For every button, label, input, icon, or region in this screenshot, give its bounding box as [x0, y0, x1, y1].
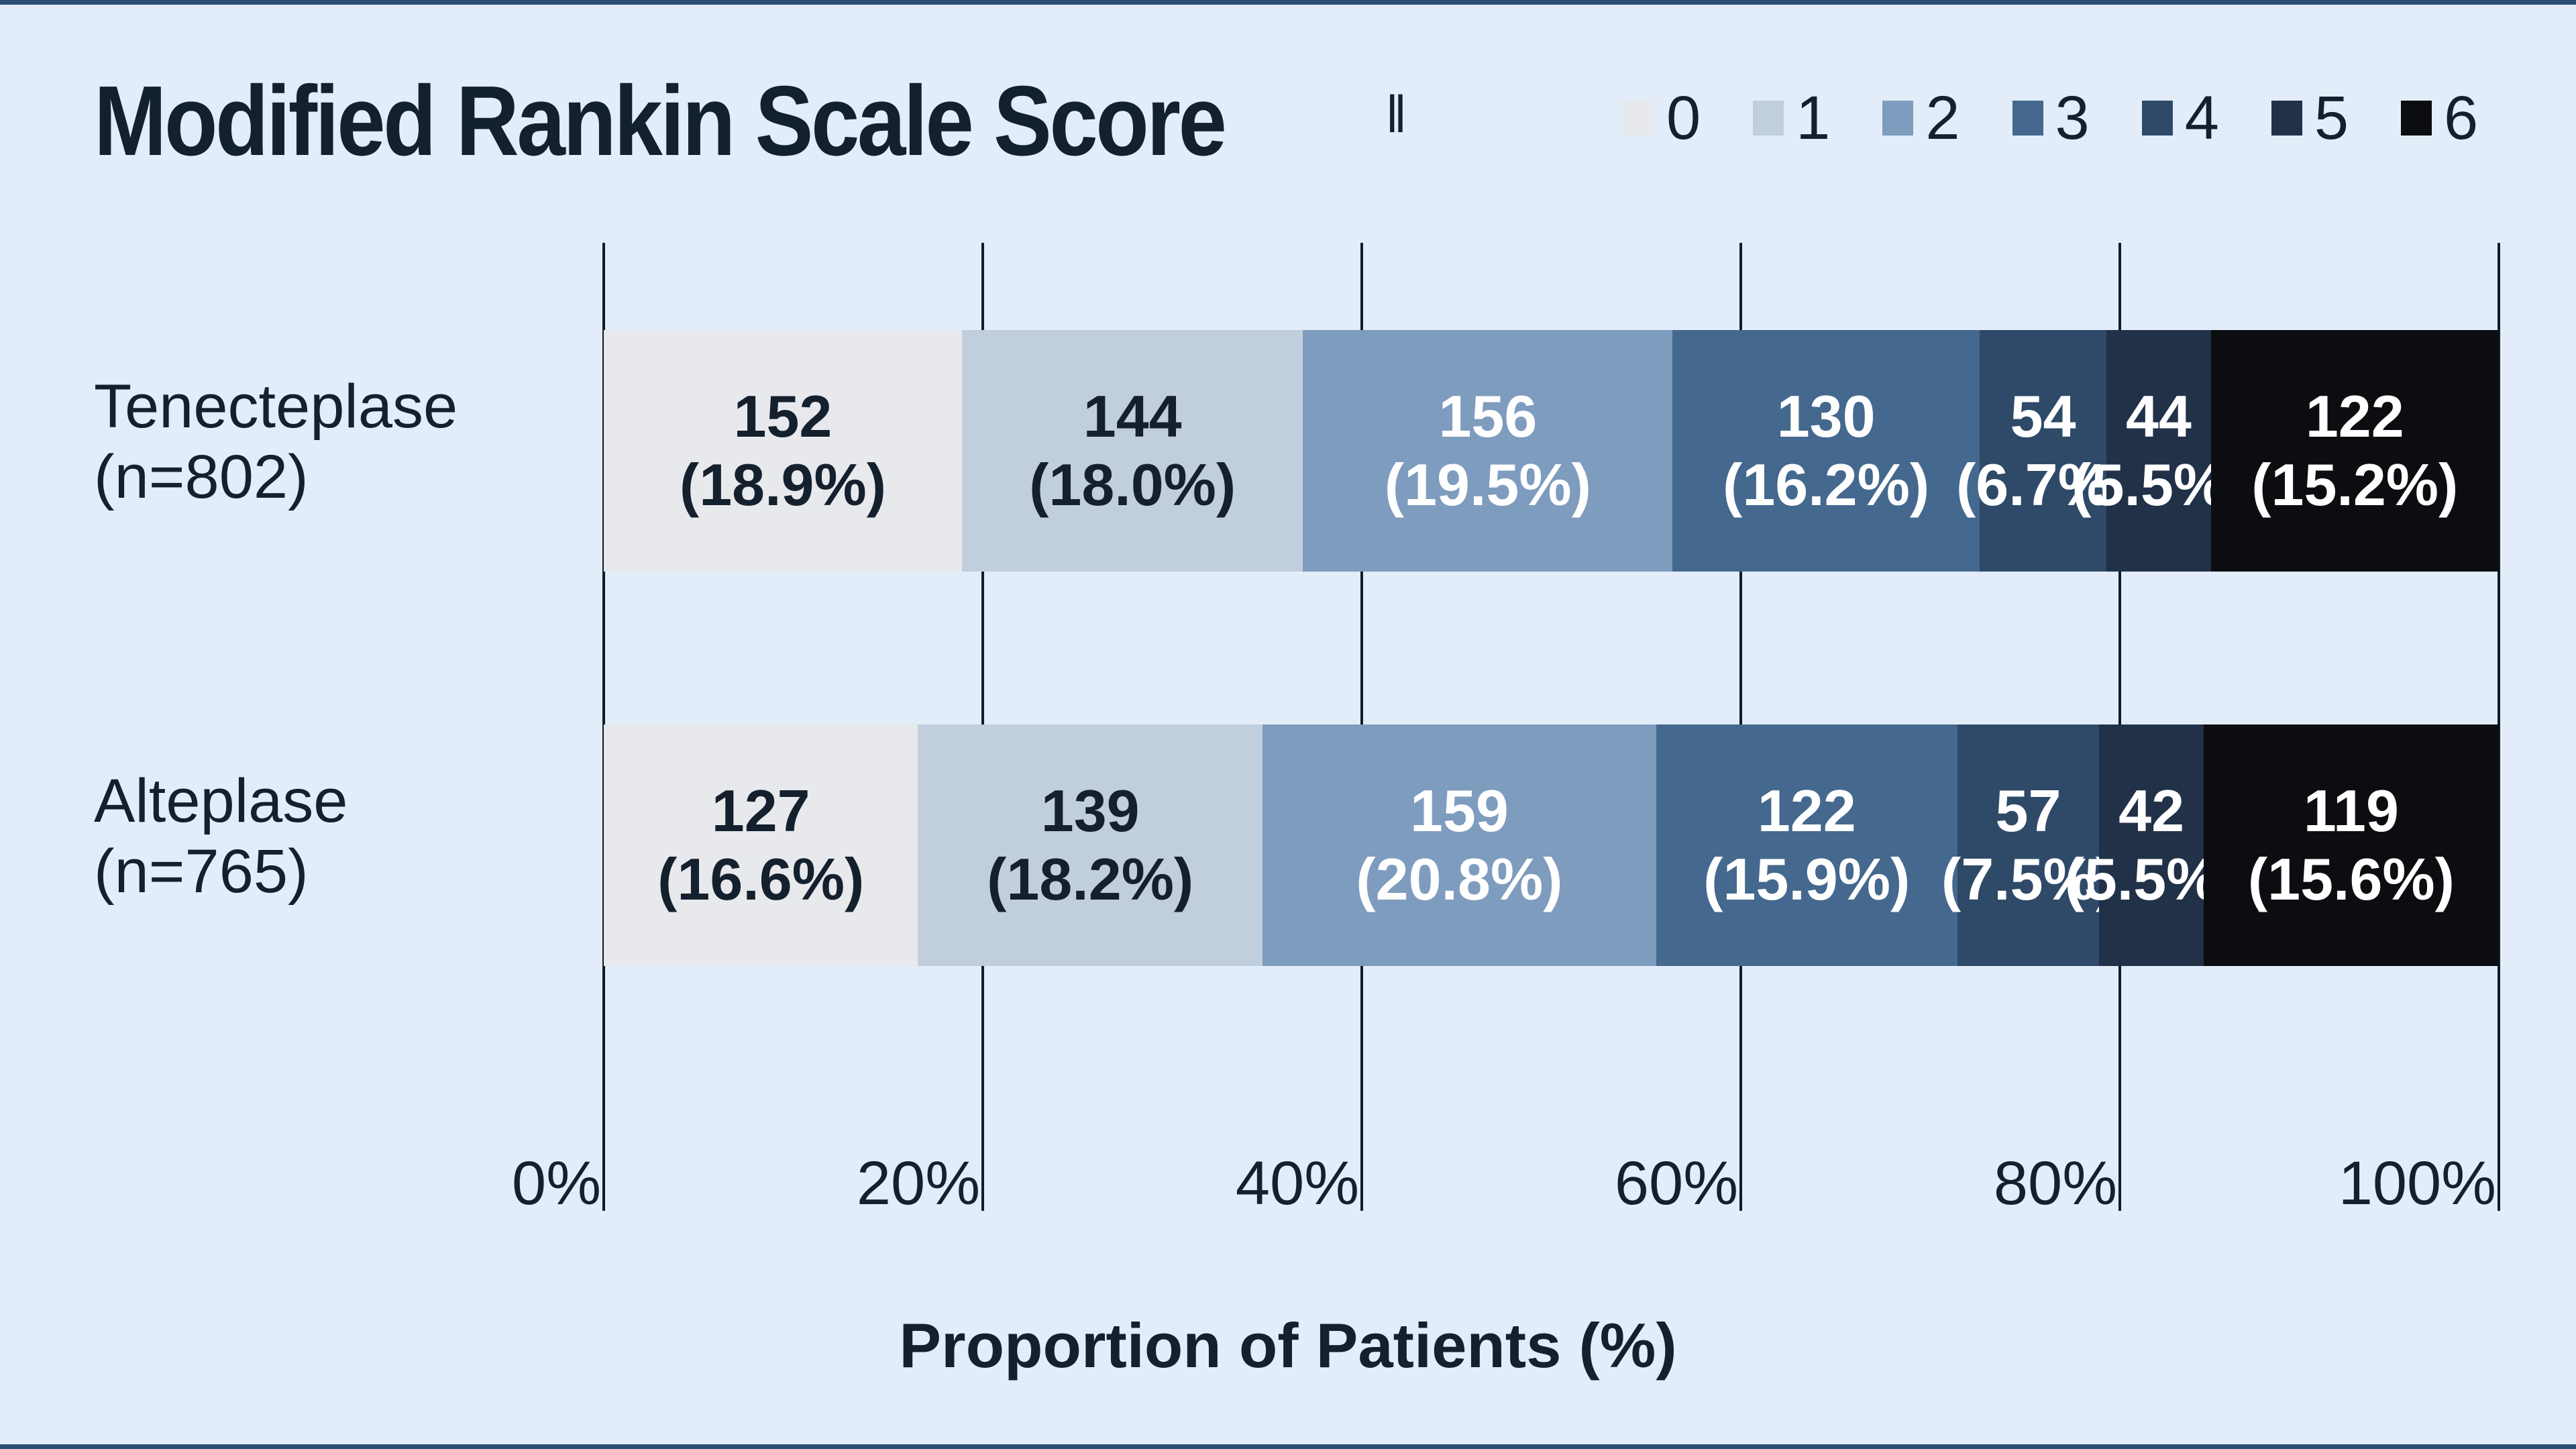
bar-segment-tenecteplase-mrs4: 54 (6.7%): [1956, 330, 2130, 572]
bar-segment-tenecteplase-mrs1: 144 (18.0%): [961, 330, 1303, 572]
segment-count-label: 159: [1410, 777, 1509, 844]
segment-count-label: 119: [2303, 777, 2399, 844]
segment-count-label: 57: [1995, 777, 2061, 844]
chart-title-wrap: Modified Rankin Scale Score ‖: [94, 66, 1407, 176]
legend-label-6: 6: [2444, 84, 2479, 152]
x-tick-60%: 60%: [1614, 1149, 1738, 1218]
legend-swatch-2: [1882, 101, 1914, 136]
legend-item-2: 2: [1882, 87, 1960, 149]
bar-segment-alteplase-mrs0: 127 (16.6%): [604, 724, 918, 966]
segment-count-label: 144: [1083, 382, 1182, 449]
legend-swatch-4: [2141, 101, 2173, 136]
row-label-alteplase: Alteplase (n=765): [94, 766, 590, 907]
plot-area: 0% 20% 40% 60% 80% 100% 152 (18.9%) 144 (18.0%) 15…: [512, 0, 2500, 1449]
legend-swatch-1: [1753, 101, 1784, 136]
segment-pct-label: (16.6%): [657, 846, 865, 912]
x-tick-80%: 80%: [1993, 1149, 2117, 1218]
segment-count-label: 152: [733, 382, 833, 449]
bar-segment-tenecteplase-mrs2: 156 (19.5%): [1303, 330, 1673, 572]
legend-label-2: 2: [1925, 84, 1960, 152]
segment-count-label: 127: [711, 777, 810, 844]
segment-count-label: 139: [1040, 777, 1140, 844]
row-label-n: (n=802): [94, 442, 309, 511]
segment-pct-label: (18.0%): [1029, 451, 1236, 518]
bar-segment-tenecteplase-mrs6: 122 (15.2%): [2210, 330, 2499, 572]
bar-segment-alteplase-mrs2: 159 (20.8%): [1262, 724, 1656, 966]
legend-item-0: 0: [1623, 87, 1701, 149]
chart-title-footnote-mark: ‖: [1385, 84, 1407, 144]
segment-count-label: 130: [1776, 382, 1876, 449]
segment-count-label: 122: [2305, 382, 2404, 449]
segment-pct-label: (6.7%): [1955, 451, 2131, 518]
segment-count-label: 122: [1757, 777, 1856, 844]
legend-label-5: 5: [2314, 84, 2349, 152]
legend-swatch-5: [2271, 101, 2302, 136]
segment-pct-label: (16.2%): [1723, 451, 1930, 518]
legend-label-0: 0: [1666, 84, 1701, 152]
segment-pct-label: (15.2%): [2251, 451, 2459, 518]
legend-item-5: 5: [2271, 87, 2349, 149]
segment-pct-label: (20.8%): [1356, 846, 1563, 912]
row-label-group: Alteplase: [94, 767, 348, 835]
chart-title: Modified Rankin Scale Score: [94, 66, 1227, 176]
bottom-border-strip: [0, 1444, 2576, 1449]
bar-row-tenecteplase: 152 (18.9%) 144 (18.0%) 156 (19.5%) 130 (16.2%)…: [604, 330, 2499, 572]
x-tick-0%: 0%: [512, 1149, 601, 1218]
legend-swatch-6: [2401, 101, 2432, 136]
bar-segment-alteplase-mrs4: 57 (7.5%): [1941, 724, 2115, 966]
x-axis-title: Proportion of Patients (%): [899, 1310, 1677, 1381]
legend-item-3: 3: [2012, 87, 2090, 149]
legend-swatch-0: [1623, 101, 1654, 136]
row-label-tenecteplase: Tenecteplase (n=802): [94, 372, 590, 513]
bar-segment-alteplase-mrs5: 42 (5.5%): [2065, 724, 2239, 966]
bar-segment-tenecteplase-mrs5: 44 (5.5%): [2072, 330, 2245, 572]
legend-item-1: 1: [1753, 87, 1830, 149]
gridline-100%: [2498, 243, 2500, 1211]
segment-pct-label: (19.5%): [1384, 451, 1591, 518]
legend: 0 1 2 3 4 5 6: [1623, 87, 2478, 149]
row-label-n: (n=765): [94, 837, 309, 906]
bar-row-alteplase: 127 (16.6%) 139 (18.2%) 159 (20.8%) 122 (15.9%)…: [604, 724, 2499, 966]
x-tick-100%: 100%: [2338, 1149, 2496, 1218]
bar-segment-tenecteplase-mrs3: 130 (16.2%): [1672, 330, 1980, 572]
row-label-group: Tenecteplase: [94, 372, 458, 441]
legend-item-4: 4: [2141, 84, 2219, 152]
legend-swatch-3: [2012, 101, 2043, 136]
x-tick-40%: 40%: [1235, 1149, 1359, 1218]
segment-count-label: 44: [2125, 382, 2192, 449]
legend-label-4: 4: [2184, 84, 2219, 152]
top-border-strip: [0, 0, 2576, 5]
legend-label-3: 3: [2055, 84, 2090, 152]
segment-count-label: 156: [1438, 382, 1538, 449]
legend-item-6: 6: [2401, 87, 2478, 149]
segment-pct-label: (7.5%): [1941, 846, 2116, 912]
bar-segment-alteplase-mrs1: 139 (18.2%): [918, 724, 1263, 966]
bar-segment-alteplase-mrs6: 119 (15.6%): [2203, 724, 2499, 966]
segment-count-label: 54: [2010, 382, 2076, 449]
legend-label-1: 1: [1796, 84, 1831, 152]
bar-segment-tenecteplase-mrs0: 152 (18.9%): [604, 330, 962, 572]
segment-pct-label: (18.2%): [987, 846, 1194, 912]
segment-count-label: 42: [2118, 777, 2185, 844]
segment-pct-label: (15.9%): [1703, 846, 1911, 912]
segment-pct-label: (18.9%): [679, 451, 887, 518]
segment-pct-label: (15.6%): [2247, 846, 2455, 912]
bar-segment-alteplase-mrs3: 122 (15.9%): [1656, 724, 1957, 966]
x-tick-20%: 20%: [856, 1149, 980, 1218]
